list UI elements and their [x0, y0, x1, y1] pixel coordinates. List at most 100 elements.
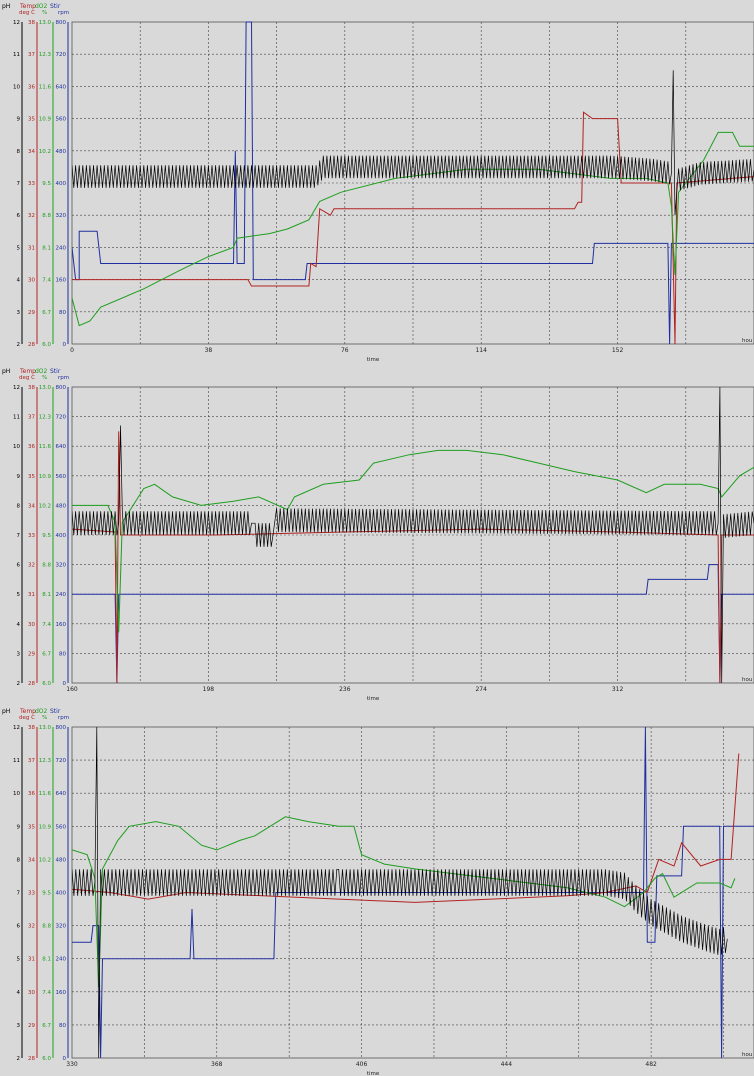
- y-tick-label-temp: 35: [28, 824, 35, 830]
- series-line-stir: [72, 21, 754, 344]
- y-tick-label-temp: 36: [28, 444, 35, 450]
- y-tick-label-do2: 10.2: [39, 503, 51, 509]
- axis-unit-temp: deg C: [19, 375, 35, 381]
- y-tick-label-ph: 3: [17, 651, 21, 657]
- y-tick-label-temp: 30: [28, 990, 35, 996]
- x-tick-label: 274: [475, 686, 487, 693]
- y-tick-label-stir: 720: [56, 52, 67, 58]
- axis-unit-do2: %: [42, 375, 47, 381]
- y-tick-label-ph: 12: [13, 725, 20, 731]
- y-tick-label-stir: 320: [56, 924, 67, 930]
- y-tick-label-temp: 36: [28, 791, 35, 797]
- y-tick-label-ph: 7: [17, 891, 21, 897]
- y-tick-label-ph: 4: [17, 990, 21, 996]
- y-tick-label-do2: 9.5: [42, 181, 51, 187]
- y-tick-label-temp: 28: [28, 342, 35, 348]
- axis-header-temp: Temp: [19, 368, 36, 375]
- y-tick-label-stir: 160: [56, 990, 67, 996]
- axis-unit-temp: deg C: [19, 715, 35, 721]
- y-tick-label-ph: 8: [17, 857, 21, 863]
- y-tick-label-temp: 31: [28, 957, 35, 963]
- y-tick-label-stir: 160: [56, 622, 67, 628]
- y-tick-label-do2: 8.8: [42, 924, 51, 930]
- x-tick-label: 236: [339, 686, 351, 693]
- y-tick-label-stir: 560: [56, 117, 67, 123]
- y-tick-label-temp: 35: [28, 474, 35, 480]
- y-tick-label-ph: 11: [13, 758, 20, 764]
- axis-header-ph: pH: [2, 3, 10, 10]
- y-tick-label-do2: 13.0: [39, 20, 52, 26]
- y-tick-label-temp: 33: [28, 891, 35, 897]
- y-tick-label-temp: 34: [28, 857, 35, 863]
- y-tick-label-do2: 8.8: [42, 213, 51, 219]
- y-tick-label-do2: 7.4: [42, 990, 51, 996]
- series-line-ph: [72, 726, 728, 1058]
- y-tick-label-ph: 7: [17, 533, 21, 539]
- y-tick-label-temp: 29: [28, 1023, 35, 1029]
- y-tick-label-ph: 12: [13, 385, 20, 391]
- x-tick-label: 444: [501, 1061, 513, 1068]
- y-tick-label-temp: 30: [28, 278, 35, 284]
- y-tick-label-do2: 10.9: [39, 824, 52, 830]
- y-tick-label-stir: 800: [56, 725, 67, 731]
- series-line-temp: [72, 111, 754, 344]
- y-tick-label-do2: 10.9: [39, 117, 52, 123]
- axis-unit-temp: deg C: [19, 10, 35, 16]
- axis-unit-do2: %: [42, 10, 47, 16]
- y-tick-label-ph: 2: [17, 1056, 21, 1062]
- series-line-do2: [72, 131, 754, 327]
- x-tick-label: 406: [356, 1061, 368, 1068]
- y-tick-label-temp: 38: [28, 725, 35, 731]
- y-tick-label-stir: 0: [63, 342, 67, 348]
- y-tick-label-stir: 0: [63, 1056, 67, 1062]
- y-tick-label-ph: 10: [13, 84, 20, 90]
- y-tick-label-temp: 28: [28, 1056, 35, 1062]
- y-tick-label-ph: 5: [17, 592, 21, 598]
- y-tick-label-ph: 3: [17, 310, 21, 316]
- y-tick-label-do2: 11.6: [39, 791, 52, 797]
- y-tick-label-temp: 31: [28, 245, 35, 251]
- y-tick-label-temp: 34: [28, 149, 35, 155]
- y-tick-label-ph: 5: [17, 957, 21, 963]
- y-tick-label-ph: 9: [17, 474, 21, 480]
- series-group: [72, 726, 754, 1058]
- y-tick-label-ph: 5: [17, 245, 21, 251]
- y-tick-label-stir: 400: [56, 533, 67, 539]
- x-axis-label: time: [367, 696, 380, 702]
- x-tick-label: 114: [475, 347, 487, 354]
- y-tick-label-ph: 7: [17, 181, 21, 187]
- y-tick-label-stir: 240: [56, 592, 67, 598]
- series-group: [72, 386, 754, 683]
- y-tick-label-stir: 80: [59, 651, 66, 657]
- series-line-do2: [72, 816, 736, 988]
- x-tick-label: 198: [203, 686, 215, 693]
- y-tick-label-ph: 2: [17, 342, 21, 348]
- y-tick-label-stir: 400: [56, 891, 67, 897]
- y-tick-label-do2: 10.9: [39, 474, 52, 480]
- y-tick-label-stir: 80: [59, 1023, 66, 1029]
- y-tick-label-temp: 34: [28, 503, 35, 509]
- axis-header-do2: dO2: [35, 368, 48, 375]
- y-tick-label-stir: 640: [56, 444, 67, 450]
- y-tick-label-temp: 29: [28, 651, 35, 657]
- x-tick-label: 38: [205, 347, 213, 354]
- axis-unit-stir: rpm: [58, 375, 69, 381]
- y-tick-label-ph: 8: [17, 149, 21, 155]
- y-tick-label-do2: 8.8: [42, 563, 51, 569]
- axis-header-ph: pH: [2, 708, 10, 715]
- y-tick-label-temp: 33: [28, 533, 35, 539]
- y-tick-label-do2: 12.3: [39, 758, 52, 764]
- y-tick-label-do2: 6.0: [42, 342, 51, 348]
- y-tick-label-do2: 8.1: [42, 957, 51, 963]
- y-tick-label-do2: 9.5: [42, 533, 51, 539]
- y-tick-label-stir: 640: [56, 84, 67, 90]
- y-tick-label-stir: 480: [56, 149, 67, 155]
- y-tick-label-stir: 720: [56, 415, 67, 421]
- y-tick-label-do2: 6.0: [42, 681, 51, 687]
- y-tick-label-stir: 560: [56, 474, 67, 480]
- x-tick-label: 152: [612, 347, 624, 354]
- series-group: [72, 21, 754, 344]
- y-tick-label-temp: 37: [28, 415, 35, 421]
- y-tick-label-ph: 4: [17, 278, 21, 284]
- y-tick-label-temp: 32: [28, 563, 35, 569]
